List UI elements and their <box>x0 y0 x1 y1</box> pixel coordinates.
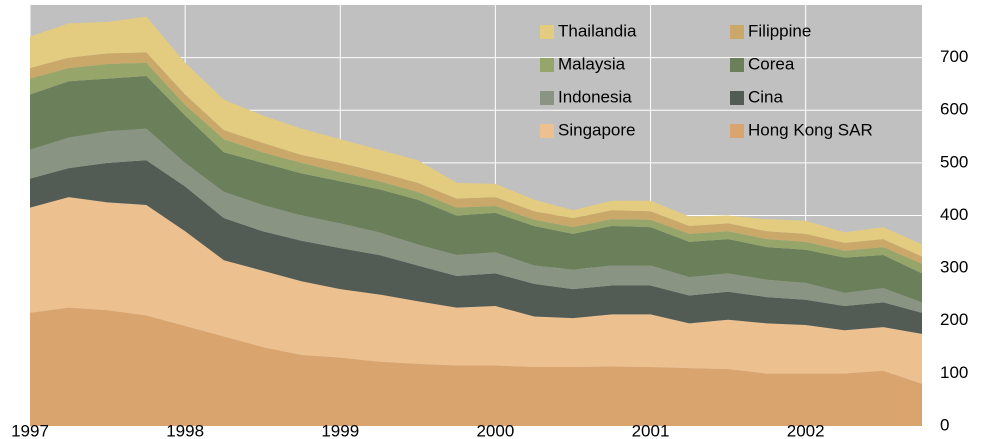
x-tick-label: 1997 <box>11 421 49 439</box>
legend-label: Singapore <box>558 120 636 139</box>
x-tick-label: 2002 <box>787 421 825 439</box>
x-tick-label: 1999 <box>321 421 359 439</box>
legend-swatch <box>730 25 744 39</box>
y-tick-label: 400 <box>940 205 968 224</box>
x-tick-label: 2001 <box>632 421 670 439</box>
legend-label: Cina <box>748 87 784 106</box>
area <box>30 160 922 334</box>
legend-swatch <box>540 124 554 138</box>
legend-label: Thailandia <box>558 21 637 40</box>
legend-label: Malaysia <box>558 54 626 73</box>
area <box>30 197 922 384</box>
area <box>30 16 922 257</box>
legend-label: Corea <box>748 54 795 73</box>
legend-swatch <box>540 25 554 39</box>
legend-swatch <box>540 58 554 72</box>
area <box>30 52 922 264</box>
legend-label: Indonesia <box>558 87 632 106</box>
legend-swatch <box>730 58 744 72</box>
area <box>30 128 922 313</box>
area <box>30 76 922 303</box>
y-tick-label: 700 <box>940 47 968 66</box>
y-tick-label: 600 <box>940 100 968 119</box>
area <box>30 307 922 426</box>
x-tick-label: 2000 <box>476 421 514 439</box>
y-tick-label: 0 <box>940 415 949 434</box>
x-tick-label: 1998 <box>166 421 204 439</box>
legend-swatch <box>730 124 744 138</box>
legend-label: Filippine <box>748 21 811 40</box>
legend-swatch <box>730 91 744 105</box>
y-tick-label: 300 <box>940 258 968 277</box>
legend-swatch <box>540 91 554 105</box>
y-tick-label: 100 <box>940 363 968 382</box>
y-tick-label: 500 <box>940 152 968 171</box>
legend-label: Hong Kong SAR <box>748 120 873 139</box>
area <box>30 62 922 274</box>
y-tick-label: 200 <box>940 310 968 329</box>
